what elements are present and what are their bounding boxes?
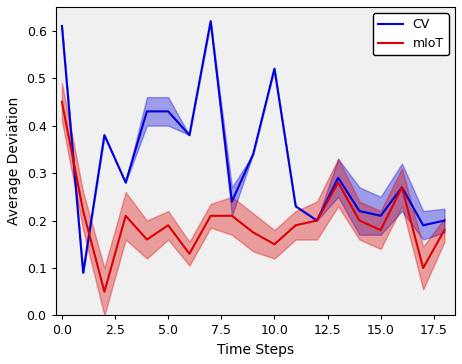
Legend: CV, mIoT: CV, mIoT	[373, 13, 449, 55]
mIoT	[442, 228, 447, 232]
mIoT	[250, 230, 256, 234]
CV	[229, 199, 235, 204]
CV	[314, 218, 320, 223]
CV	[250, 152, 256, 156]
mIoT	[123, 214, 128, 218]
mIoT	[208, 214, 213, 218]
mIoT	[59, 100, 65, 104]
CV	[208, 19, 213, 23]
CV	[165, 109, 171, 114]
CV	[442, 218, 447, 223]
CV	[144, 109, 150, 114]
CV	[357, 209, 362, 213]
CV	[399, 185, 405, 190]
mIoT	[357, 218, 362, 223]
mIoT	[335, 181, 341, 185]
mIoT	[314, 218, 320, 223]
mIoT	[80, 209, 86, 213]
mIoT	[165, 223, 171, 228]
X-axis label: Time Steps: Time Steps	[217, 343, 294, 357]
Line: CV: CV	[62, 21, 444, 273]
mIoT	[102, 289, 107, 294]
Line: mIoT: mIoT	[62, 102, 444, 292]
CV	[102, 133, 107, 137]
mIoT	[272, 242, 277, 246]
CV	[293, 204, 298, 209]
CV	[80, 270, 86, 275]
CV	[187, 133, 192, 137]
mIoT	[293, 223, 298, 228]
CV	[272, 67, 277, 71]
CV	[335, 176, 341, 180]
mIoT	[187, 252, 192, 256]
mIoT	[420, 266, 426, 270]
CV	[420, 223, 426, 228]
CV	[123, 181, 128, 185]
mIoT	[229, 214, 235, 218]
CV	[59, 24, 65, 28]
CV	[378, 214, 383, 218]
Y-axis label: Average Deviation: Average Deviation	[7, 97, 21, 225]
mIoT	[399, 185, 405, 190]
mIoT	[378, 228, 383, 232]
mIoT	[144, 237, 150, 242]
